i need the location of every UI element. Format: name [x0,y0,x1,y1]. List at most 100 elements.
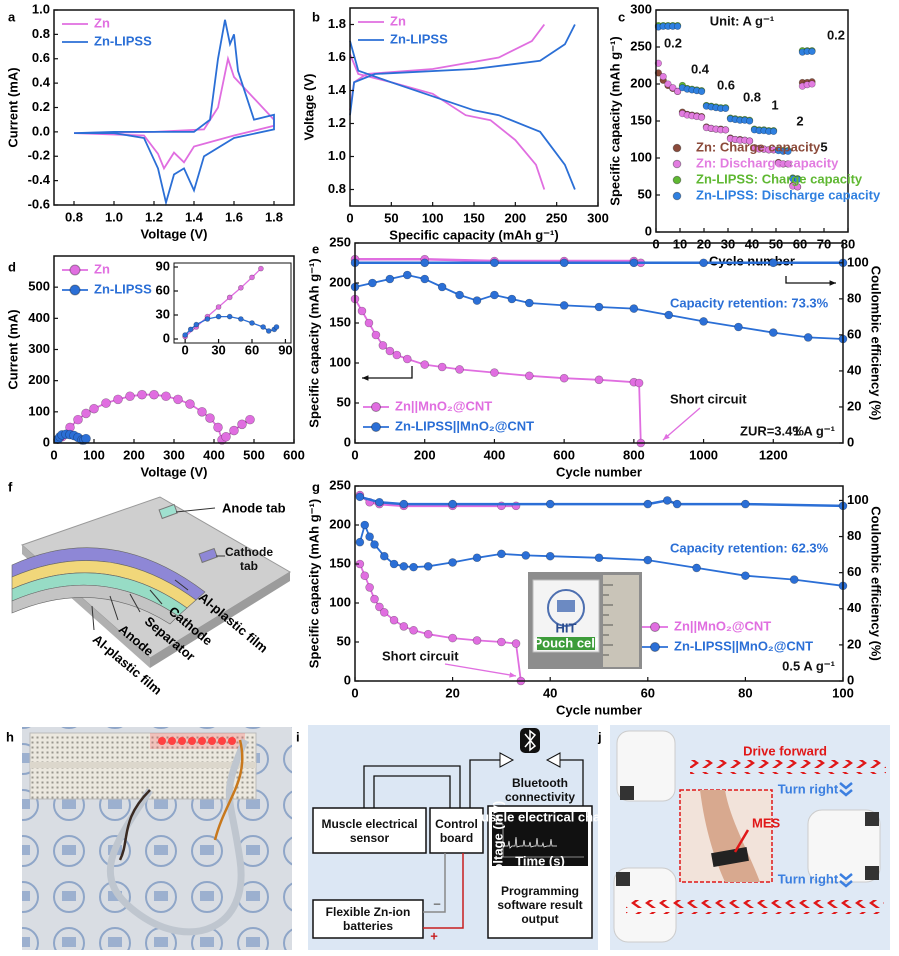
data-point [699,317,708,326]
x-tick-label: 50 [769,236,783,251]
annotation: ZUR=3.4% [740,423,804,438]
y-tick-label: 100 [630,149,652,164]
legend-label: Zn-LIPSS [94,33,152,48]
data-point [497,637,506,647]
data-point [697,113,706,121]
plot-frame [354,485,844,682]
y-tick-label: 200 [329,516,351,531]
data-point [721,126,730,134]
y2-tick-label: 80 [847,528,861,543]
data-point [673,87,682,95]
data-point [524,371,534,381]
data-point [409,625,418,635]
legend-marker [371,402,381,412]
x-axis-label: Voltage (V) [141,226,208,241]
x-tick-label: 800 [623,447,645,462]
legend-marker [69,264,81,276]
legend-marker [672,159,682,169]
data-point [237,419,247,430]
y2-tick-label: 0 [847,672,854,687]
x-tick-label: 0 [182,342,189,357]
data-point [204,316,211,322]
data-point [370,594,379,604]
board-box-text: Control board [435,817,478,845]
data-point [364,318,374,328]
data-point [594,302,604,312]
data-point [692,563,701,573]
panel-letter: a [8,9,16,24]
data-point [215,304,222,310]
x-tick-label: 0 [346,210,353,225]
arrow-line [444,663,517,677]
legend-label: Zn-LIPSS [390,31,448,46]
data-point [559,258,569,268]
x-tick-label: 1.0 [105,209,123,224]
data-point [249,320,255,326]
minus-sign: − [433,896,441,911]
data-point [371,330,381,340]
data-point [768,328,778,337]
series-line [61,393,251,442]
arrow-line [362,366,413,379]
data-point [409,562,418,572]
drive-forward-label: Drive forward [743,743,827,758]
data-point [379,608,389,617]
data-point [448,558,457,567]
y-axis-label: Current (mA) [5,309,20,389]
plot-frame [173,262,292,344]
x-tick-label: 90 [278,342,292,357]
data-point [808,47,816,56]
y2-tick-label: 100 [847,254,869,269]
x-tick-label: 0 [652,236,659,251]
plot-frame [354,242,844,444]
legend-marker [371,422,381,432]
data-point [721,104,730,113]
legend-label: Zn-LIPSS [94,281,152,296]
y-axis-label: Voltage (V) [301,74,316,141]
y-tick-label: 0.2 [32,99,50,114]
x-tick-label: 10 [673,236,687,251]
legend-label: Zn||MnO₂@CNT [674,618,771,633]
y-tick-label: 100 [28,403,50,418]
data-point [375,602,384,612]
y2-tick-label: 0 [847,434,854,449]
anode-tab-label: Anode tab [222,500,286,515]
y-tick-label: 400 [28,310,50,325]
data-point [113,394,123,405]
x-axis-label: Voltage (V) [141,464,208,479]
y-tick-label: 0.0 [32,123,50,138]
data-point [545,551,555,561]
data-point [149,389,159,400]
y-tick-label: 500 [28,279,50,294]
data-point [793,175,802,184]
data-point [370,540,379,549]
data-point [524,298,534,308]
series-line [359,495,844,508]
data-point [385,346,395,356]
x-tick-label: 20 [697,236,711,251]
x-tick-label: 150 [463,210,485,225]
y-axis-label: Specific capacity (mAh g⁻¹) [306,258,321,427]
annotation: 2 [796,113,803,128]
data-point [745,137,754,145]
data-point [265,328,272,334]
data-point [245,414,255,425]
panel-letter: e [312,241,319,256]
y-tick-label: 200 [329,274,351,289]
panel-letter: j [597,729,602,744]
y-tick-label: 90 [156,258,170,273]
arrow-line [785,276,836,284]
annotation: Short circuit [382,648,459,663]
data-point [448,499,457,509]
data-point [193,321,200,328]
y-tick-label: 0.4 [32,75,51,90]
x-tick-label: 200 [123,447,145,462]
x-tick-label: 300 [587,210,609,225]
y-axis-label: Specific capacity (mAh g⁻¹) [306,499,321,668]
data-point [226,294,233,301]
x-tick-label: 40 [745,236,759,251]
data-point [545,499,555,509]
data-point [81,433,91,444]
data-point [273,324,280,330]
annotation: Unit: A g⁻¹ [710,13,774,28]
